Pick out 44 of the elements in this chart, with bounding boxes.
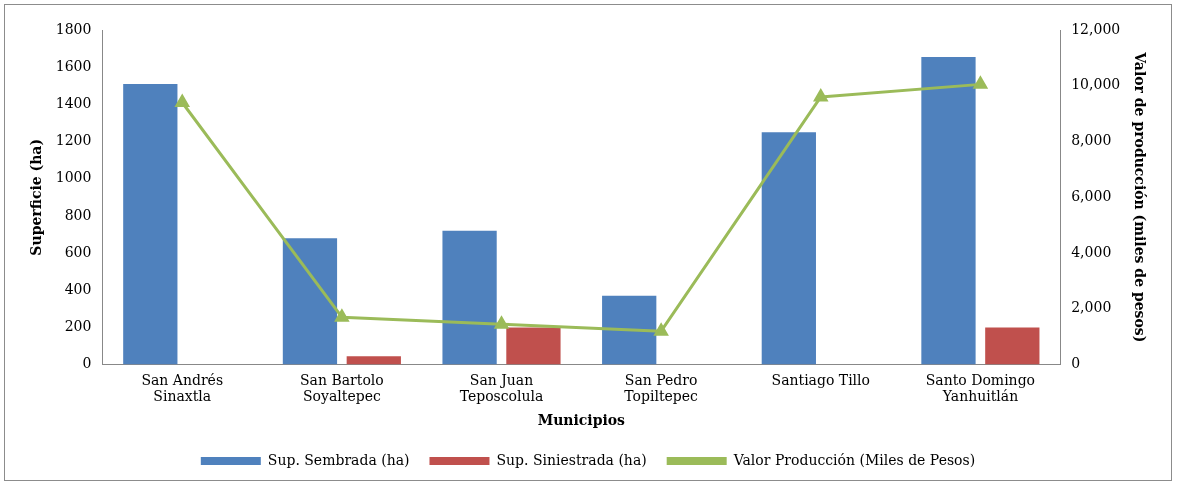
point (973, 76, 988, 89)
y2-axis-title: Valor de producción (miles de pesos) (1131, 51, 1148, 343)
y2-tick-label: 12,000 (1071, 20, 1121, 37)
x-tick-label: San Bartolo Soyaltepec (300, 371, 384, 405)
bar (921, 56, 976, 365)
point (814, 89, 828, 102)
bar (123, 83, 178, 365)
bar (761, 132, 816, 365)
bar (506, 327, 561, 365)
y-tick-label: 600 (64, 243, 92, 260)
y-tick-label: 1600 (55, 57, 92, 74)
y-tick-label: 0 (82, 355, 92, 372)
x-axis-title: Municipios (537, 412, 626, 429)
y2-tick-label: 6,000 (1071, 187, 1112, 204)
point (175, 95, 189, 107)
y-tick-label: 1000 (55, 169, 92, 186)
x-tick-label: San Pedro Topiltepec (624, 371, 699, 405)
bar (346, 356, 401, 365)
y2-tick-label: 10,000 (1071, 76, 1121, 93)
x-tick-label: Santiago Tillo (771, 371, 870, 388)
x-tick-label: San Juan Teposcolula (459, 371, 544, 405)
point (494, 316, 509, 329)
bar (985, 327, 1040, 365)
point (335, 309, 349, 322)
y-tick-label: 400 (64, 280, 92, 297)
point (654, 323, 668, 336)
y2-tick-label: 4,000 (1071, 243, 1112, 260)
x-tick-label: Santo Domingo Yanhuitlán (925, 371, 1036, 405)
y-tick-label: 800 (64, 206, 92, 223)
legend-label: Valor Producción (Miles de Pesos) (732, 451, 976, 468)
y2-tick-label: 8,000 (1071, 132, 1112, 149)
x-tick-label: San Andrés Sinaxtla (141, 371, 224, 405)
bar (282, 238, 338, 365)
bar (442, 230, 497, 365)
y2-tick-label: 2,000 (1071, 299, 1112, 316)
legend-label: Sup. Siniestrada (ha) (496, 451, 647, 468)
y-axis-title: Superficie (ha) (28, 138, 45, 256)
y-tick-label: 1200 (55, 132, 92, 149)
legend-label: Sup. Sembrada (ha) (267, 451, 410, 468)
y2-tick-label: 0 (1071, 355, 1081, 372)
bar (602, 295, 657, 365)
y-tick-label: 200 (64, 318, 92, 335)
y-tick-label: 1400 (55, 95, 92, 111)
y-tick-label: 1800 (55, 20, 92, 37)
